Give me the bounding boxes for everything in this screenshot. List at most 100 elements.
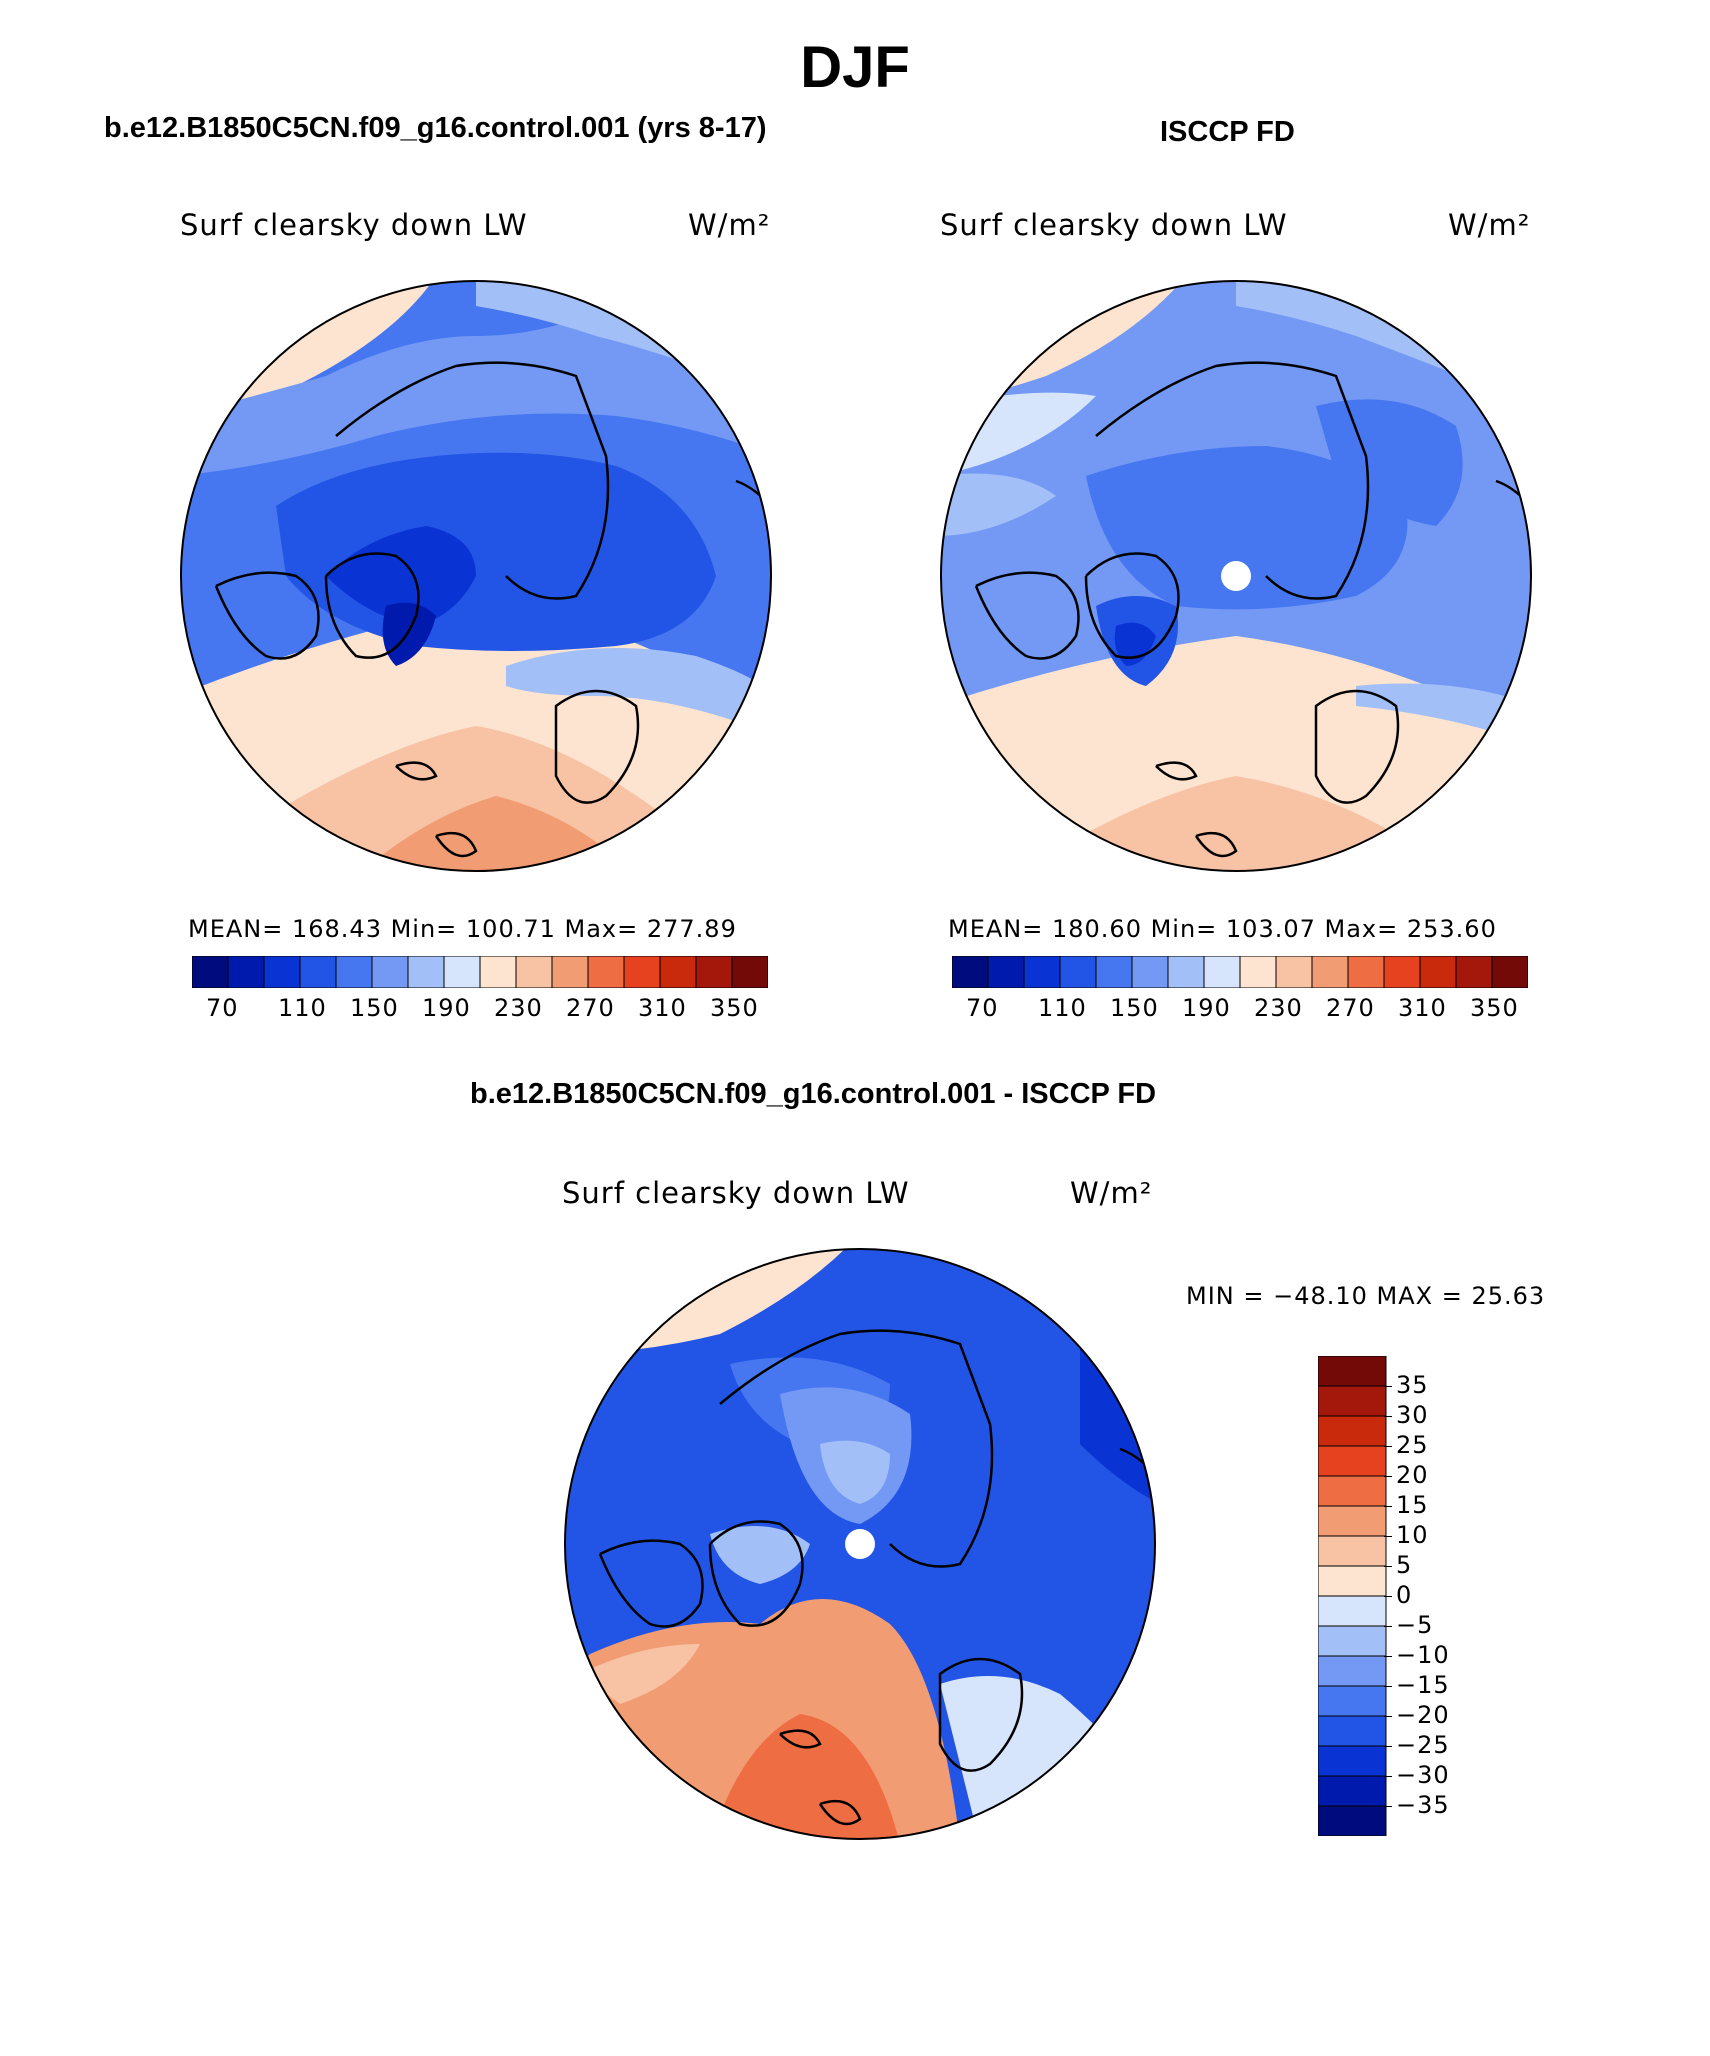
obs-stats: MEAN= 180.60 Min= 103.07 Max= 253.60 xyxy=(948,915,1497,943)
colorbar-tick-label: 30 xyxy=(1396,1401,1429,1429)
colorbar-swatch xyxy=(1275,956,1313,988)
figure-title: DJF xyxy=(800,35,910,100)
colorbar-tick-mark xyxy=(1384,1566,1392,1567)
colorbar-tick-label: 20 xyxy=(1396,1461,1429,1489)
colorbar-tick-label: 190 xyxy=(422,994,471,1022)
colorbar-tick-mark xyxy=(1384,1686,1392,1687)
colorbar-tick-label: 270 xyxy=(566,994,615,1022)
colorbar-swatch xyxy=(443,956,481,988)
obs-panel-subtitle: ISCCP FD xyxy=(1160,116,1295,148)
colorbar-tick-label: 230 xyxy=(494,994,543,1022)
colorbar-swatch xyxy=(1318,1715,1387,1747)
diff-minmax: MIN = −48.10 MAX = 25.63 xyxy=(1186,1282,1546,1310)
colorbar-swatch xyxy=(1491,956,1528,988)
colorbar-swatch xyxy=(1318,1356,1387,1387)
colorbar-swatch xyxy=(407,956,445,988)
colorbar-tick-label: 310 xyxy=(638,994,687,1022)
colorbar-swatch xyxy=(587,956,625,988)
colorbar-tick-label: −20 xyxy=(1396,1701,1450,1729)
colorbar-swatch xyxy=(479,956,517,988)
colorbar-tick-label: 190 xyxy=(1182,994,1231,1022)
colorbar-swatch xyxy=(1347,956,1385,988)
model-colorbar xyxy=(192,956,768,988)
colorbar-swatch xyxy=(731,956,768,988)
colorbar-tick-label: 150 xyxy=(350,994,399,1022)
colorbar-tick-label: 35 xyxy=(1396,1371,1429,1399)
colorbar-tick-label: 110 xyxy=(1038,994,1087,1022)
pole-mask-dot xyxy=(845,1529,875,1559)
colorbar-swatch xyxy=(1023,956,1061,988)
diff-colorbar-ticks: 35 30 25 20 15 10 5 0 −5 −10 −15 −20 −25 −30 −35 xyxy=(1384,1356,1492,1836)
obs-polar-map xyxy=(940,280,1532,872)
colorbar-tick-label: 350 xyxy=(710,994,759,1022)
colorbar-tick-label: 5 xyxy=(1396,1551,1413,1579)
colorbar-tick-label: −10 xyxy=(1396,1641,1450,1669)
diff-colorbar xyxy=(1318,1356,1387,1836)
colorbar-swatch xyxy=(551,956,589,988)
colorbar-swatch xyxy=(1318,1385,1387,1417)
colorbar-swatch xyxy=(1059,956,1097,988)
colorbar-swatch xyxy=(1311,956,1349,988)
colorbar-swatch xyxy=(1203,956,1241,988)
colorbar-swatch xyxy=(1318,1595,1387,1627)
colorbar-tick-label: −35 xyxy=(1396,1791,1450,1819)
colorbar-tick-mark xyxy=(1384,1506,1392,1507)
colorbar-tick-label: 10 xyxy=(1396,1521,1429,1549)
colorbar-swatch xyxy=(192,956,229,988)
colorbar-tick-label: 270 xyxy=(1326,994,1375,1022)
colorbar-swatch xyxy=(659,956,697,988)
model-polar-map xyxy=(180,280,772,872)
colorbar-swatch xyxy=(1455,956,1493,988)
diff-variable-label: Surf clearsky down LW xyxy=(562,1176,910,1210)
colorbar-tick-label: 310 xyxy=(1398,994,1447,1022)
colorbar-tick-mark xyxy=(1384,1386,1392,1387)
model-panel-subtitle: b.e12.B1850C5CN.f09_g16.control.001 (yrs… xyxy=(104,112,767,144)
colorbar-swatch xyxy=(1318,1565,1387,1597)
colorbar-swatch xyxy=(1383,956,1421,988)
colorbar-tick-mark xyxy=(1384,1416,1392,1417)
colorbar-swatch xyxy=(1095,956,1133,988)
colorbar-tick-label: 0 xyxy=(1396,1581,1413,1609)
colorbar-tick-label: 110 xyxy=(278,994,327,1022)
colorbar-swatch xyxy=(1318,1415,1387,1447)
colorbar-tick-label: −25 xyxy=(1396,1731,1450,1759)
colorbar-tick-mark xyxy=(1384,1656,1392,1657)
diff-polar-map xyxy=(564,1248,1156,1840)
colorbar-swatch xyxy=(263,956,301,988)
colorbar-tick-label: −5 xyxy=(1396,1611,1434,1639)
colorbar-swatch xyxy=(987,956,1025,988)
colorbar-tick-label: 150 xyxy=(1110,994,1159,1022)
colorbar-swatch xyxy=(1318,1445,1387,1477)
colorbar-tick-label: 230 xyxy=(1254,994,1303,1022)
colorbar-swatch xyxy=(1318,1655,1387,1687)
colorbar-swatch xyxy=(1318,1775,1387,1807)
colorbar-tick-mark xyxy=(1384,1776,1392,1777)
colorbar-swatch xyxy=(1318,1745,1387,1777)
diff-panel-subtitle: b.e12.B1850C5CN.f09_g16.control.001 - IS… xyxy=(470,1078,1157,1110)
colorbar-swatch xyxy=(1318,1505,1387,1537)
colorbar-swatch xyxy=(1318,1805,1387,1836)
colorbar-swatch xyxy=(515,956,553,988)
obs-colorbar xyxy=(952,956,1528,988)
colorbar-tick-label: −15 xyxy=(1396,1671,1450,1699)
colorbar-swatch xyxy=(1318,1535,1387,1567)
colorbar-tick-mark xyxy=(1384,1476,1392,1477)
colorbar-tick-label: 70 xyxy=(966,994,999,1022)
colorbar-tick-label: 70 xyxy=(206,994,239,1022)
colorbar-tick-mark xyxy=(1384,1626,1392,1627)
model-stats: MEAN= 168.43 Min= 100.71 Max= 277.89 xyxy=(188,915,737,943)
colorbar-tick-mark xyxy=(1384,1716,1392,1717)
colorbar-swatch xyxy=(1419,956,1457,988)
obs-variable-label: Surf clearsky down LW xyxy=(940,208,1288,242)
colorbar-tick-mark xyxy=(1384,1596,1392,1597)
colorbar-swatch xyxy=(695,956,733,988)
colorbar-tick-mark xyxy=(1384,1806,1392,1807)
obs-colorbar-ticks: 70 110 150 190 230 270 310 350 xyxy=(952,994,1552,1024)
colorbar-swatch xyxy=(1131,956,1169,988)
colorbar-tick-label: −30 xyxy=(1396,1761,1450,1789)
colorbar-swatch xyxy=(1318,1685,1387,1717)
colorbar-swatch xyxy=(335,956,373,988)
colorbar-swatch xyxy=(371,956,409,988)
colorbar-tick-label: 350 xyxy=(1470,994,1519,1022)
colorbar-swatch xyxy=(227,956,265,988)
